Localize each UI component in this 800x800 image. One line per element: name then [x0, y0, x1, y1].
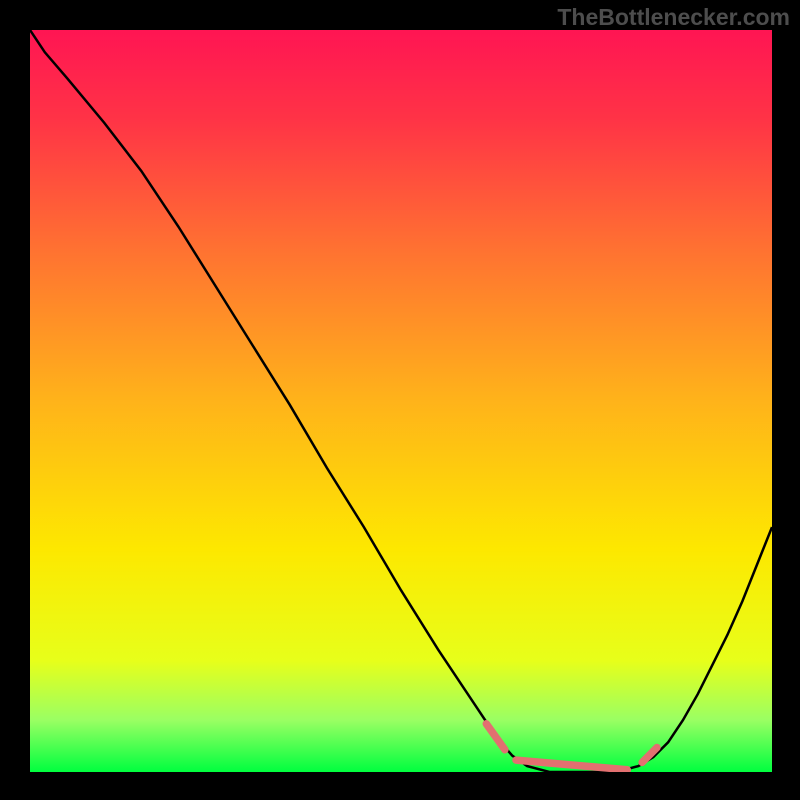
chart-container: TheBottlenecker.com	[0, 0, 800, 800]
watermark-text: TheBottlenecker.com	[557, 4, 790, 31]
bottleneck-chart	[30, 30, 772, 772]
gradient-background	[30, 30, 772, 772]
